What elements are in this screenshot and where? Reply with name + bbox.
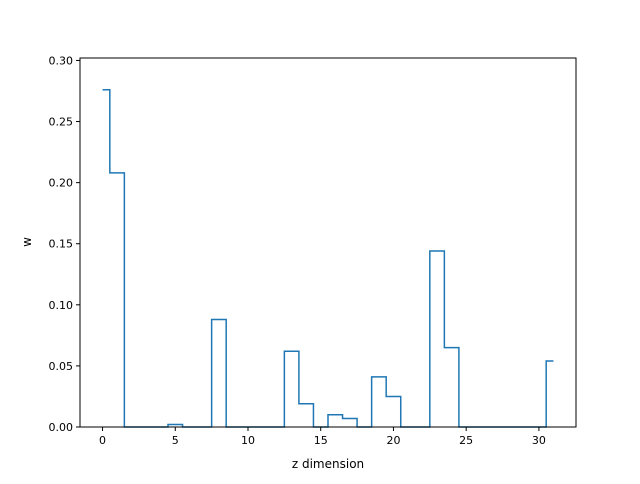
y-tick-label: 0.00 <box>49 421 74 434</box>
x-tick-label: 25 <box>459 434 473 447</box>
y-tick-label: 0.30 <box>49 54 74 67</box>
x-tick-label: 30 <box>532 434 546 447</box>
x-axis: 0 5 10 15 20 25 30 <box>99 427 546 447</box>
y-tick-label: 0.25 <box>49 116 74 129</box>
y-tick-label: 0.10 <box>49 299 74 312</box>
y-tick-label: 0.20 <box>49 177 74 190</box>
series-line-0 <box>102 89 554 428</box>
y-axis-label: w <box>20 237 34 247</box>
axes-frame <box>79 57 577 428</box>
plot-area <box>102 89 554 428</box>
x-tick-label: 20 <box>386 434 400 447</box>
x-tick-label: 15 <box>314 434 328 447</box>
y-axis: 0.00 0.05 0.10 0.15 0.20 0.25 0.30 <box>49 54 80 434</box>
x-tick-label: 0 <box>99 434 106 447</box>
y-tick-label: 0.15 <box>49 238 74 251</box>
x-axis-label: z dimension <box>292 457 364 471</box>
x-tick-label: 5 <box>172 434 179 447</box>
x-tick-label: 10 <box>241 434 255 447</box>
y-tick-label: 0.05 <box>49 360 74 373</box>
